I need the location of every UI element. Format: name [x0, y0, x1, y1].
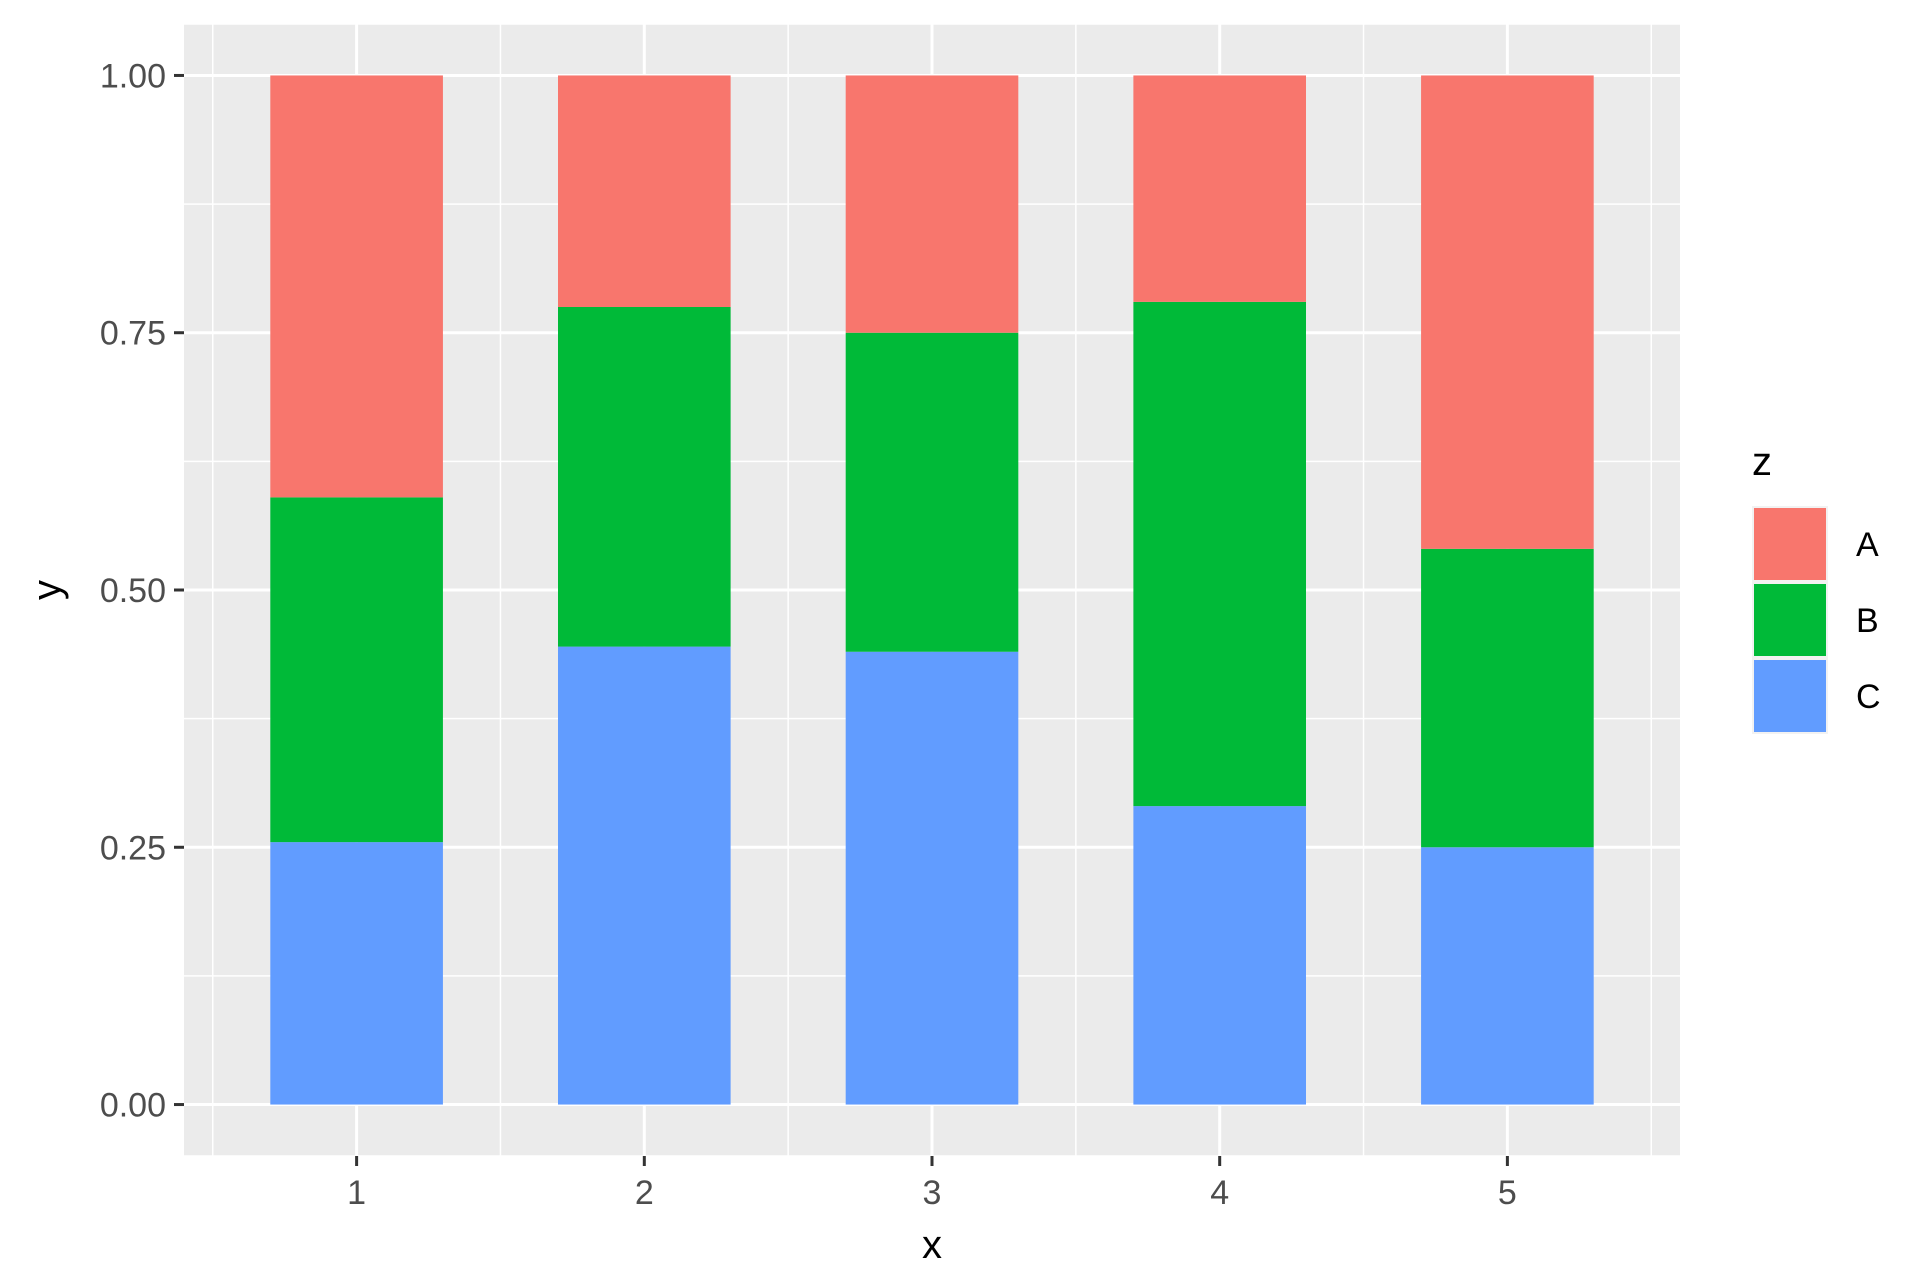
- x-tick-label: 1: [347, 1174, 366, 1212]
- bar-segment-b-5: [1421, 548, 1594, 848]
- bar-segment-c-2: [558, 646, 731, 1105]
- legend-key-a: [1754, 508, 1826, 580]
- legend-title: z: [1752, 440, 1772, 484]
- bar-segment-b-3: [845, 332, 1019, 652]
- legend-label-a: A: [1856, 526, 1879, 564]
- y-tick-label: 0.25: [100, 829, 166, 867]
- x-tick-label: 4: [1210, 1174, 1229, 1212]
- bar-segment-a-1: [270, 75, 443, 498]
- x-axis: 1 2 3 4 5: [347, 1156, 1517, 1212]
- bar-segment-a-2: [558, 75, 731, 307]
- legend-key-c: [1754, 660, 1826, 732]
- y-tick-label: 1.00: [100, 57, 166, 95]
- y-tick-label: 0.75: [100, 315, 166, 353]
- x-tick-label: 5: [1498, 1174, 1517, 1212]
- legend-label-c: C: [1856, 678, 1881, 716]
- y-tick-label: 0.50: [100, 572, 166, 610]
- x-tick-label: 3: [923, 1174, 942, 1212]
- bar-segment-b-1: [270, 497, 443, 843]
- y-axis: 0.00 0.25 0.50 0.75 1.00: [100, 57, 184, 1125]
- bars: [270, 75, 1594, 1105]
- y-axis-title: y: [25, 580, 69, 600]
- bar-segment-c-5: [1421, 847, 1594, 1105]
- bar-segment-c-4: [1133, 806, 1306, 1105]
- x-tick-label: 2: [635, 1174, 654, 1212]
- y-tick-label: 0.00: [100, 1087, 166, 1125]
- bar-segment-c-3: [845, 651, 1019, 1105]
- bar-segment-b-4: [1133, 301, 1306, 807]
- bar-segment-a-3: [845, 75, 1019, 333]
- legend: z ABC: [1752, 440, 1881, 734]
- bar-segment-c-1: [270, 842, 443, 1105]
- bar-segment-a-5: [1421, 75, 1594, 549]
- bar-segment-a-4: [1133, 75, 1306, 302]
- bar-segment-b-2: [558, 307, 731, 647]
- legend-key-b: [1754, 584, 1826, 656]
- x-axis-title: x: [922, 1223, 942, 1267]
- legend-label-b: B: [1856, 602, 1879, 640]
